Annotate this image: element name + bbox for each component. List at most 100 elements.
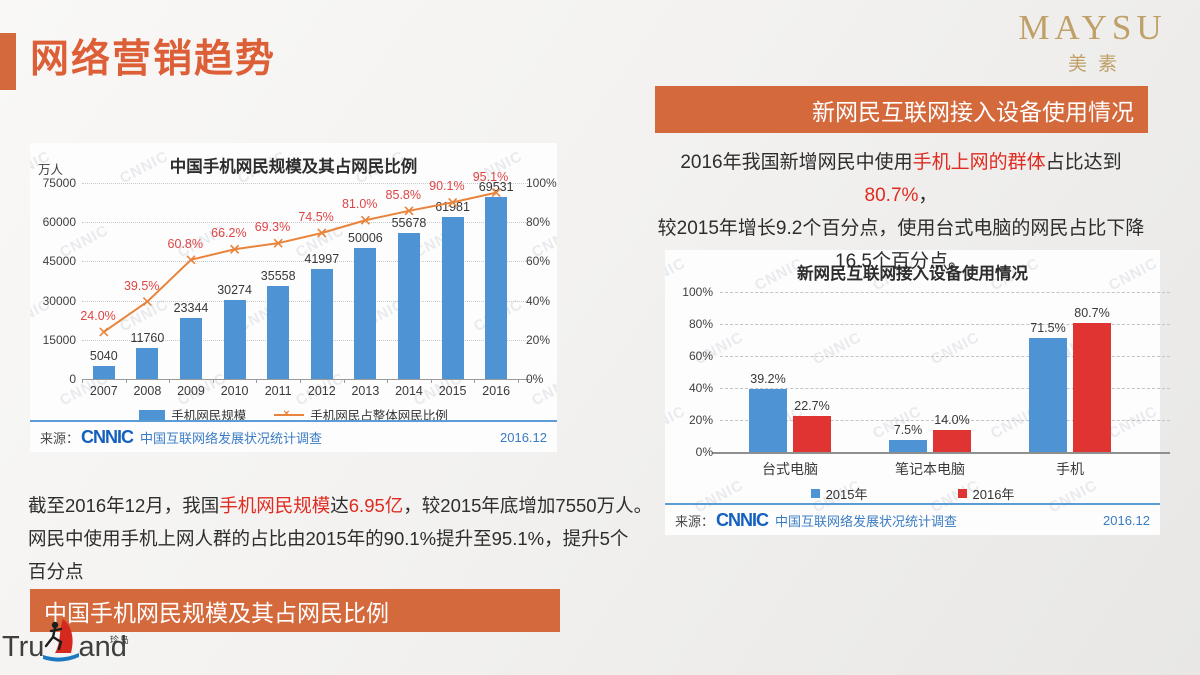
text-segment: 网民中使用手机上网人群的占比由2015年的90.1%提升至95.1%，提升5个 — [28, 528, 629, 549]
brand-name-en: MAYSU — [1018, 8, 1167, 47]
x-axis-label: 2016 — [482, 384, 511, 398]
line-point-label: 95.1% — [472, 169, 509, 184]
bar-value-label: 39.2% — [750, 372, 786, 387]
gridline — [82, 379, 530, 380]
legend-label: 2016年 — [972, 487, 1015, 502]
axis-tick-mark — [82, 379, 83, 383]
bar-value-label: 71.5% — [1030, 320, 1066, 335]
bar — [749, 389, 787, 452]
axis-tick-mark — [474, 379, 476, 383]
right-axis-tick: 40% — [526, 293, 551, 308]
source-label: 来源： — [40, 430, 80, 446]
gridline — [720, 388, 1170, 389]
axis-tick-mark — [430, 379, 432, 383]
y-axis-tick: 80% — [688, 317, 713, 331]
bar-value-label: 14.0% — [934, 412, 970, 427]
chart-legend: 手机网民规模 × 手机网民占整体网民比例 — [30, 405, 557, 424]
series-swatch — [957, 489, 967, 498]
text-segment: 80.7% — [864, 185, 919, 206]
bar — [223, 299, 246, 379]
legend-item-line: × 手机网民占整体网民比例 — [274, 405, 448, 424]
legend-item-bar: 手机网民规模 — [139, 405, 246, 424]
trueland-logo: Tru and 珍岛 — [2, 616, 129, 667]
bar-value-label: 55678 — [391, 216, 427, 231]
bar — [180, 317, 202, 379]
y-axis-tick: 15000 — [42, 332, 76, 347]
x-axis-label: 2008 — [133, 384, 162, 398]
bar — [354, 248, 377, 379]
x-axis-label: 笔记本电脑 — [895, 461, 965, 477]
bar — [92, 365, 115, 379]
x-axis-label: 2012 — [307, 384, 336, 398]
gridline — [82, 339, 530, 341]
x-axis-label: 手机 — [1056, 461, 1084, 477]
chart-source-row: 来源： CNNIC 中国互联网络发展状况统计调查 2016.12 — [30, 420, 557, 452]
y-axis-tick: 60000 — [42, 215, 76, 230]
bar — [136, 348, 159, 379]
x-axis-label: 台式电脑 — [762, 461, 818, 477]
trueland-text-prefix: Tru — [2, 631, 45, 663]
text-segment: 截至2016年12月，我国 — [28, 495, 220, 516]
axis-tick-mark — [169, 379, 171, 383]
y-axis-tick: 40% — [688, 381, 713, 395]
trueland-sail-icon — [42, 616, 80, 667]
chart-legend: 2015年 2016年 — [665, 484, 1160, 503]
x-axis-label: 2014 — [395, 384, 423, 398]
source-label: 来源： — [675, 513, 715, 529]
axis-tick-mark — [125, 379, 127, 383]
y-axis-tick: 0% — [695, 445, 713, 459]
right-axis-tick: 20% — [526, 332, 551, 347]
cnnic-logo: CNNIC — [81, 426, 134, 447]
bar — [398, 233, 420, 379]
bar-swatch — [139, 409, 166, 420]
bar — [267, 286, 290, 379]
x-axis-label: 2013 — [351, 384, 380, 398]
right-axis-tick: 60% — [526, 254, 551, 269]
bar-value-label: 22.7% — [794, 398, 830, 413]
y-axis-tick: 20% — [688, 413, 713, 427]
text-segment: 16.5个百分点。 — [835, 251, 967, 272]
gridline — [720, 356, 1170, 357]
legend-label: 手机网民占整体网民比例 — [310, 409, 448, 423]
bar-value-label: 41997 — [304, 252, 340, 267]
bar-value-label: 61981 — [435, 200, 470, 215]
source-date: 2016.12 — [500, 429, 547, 445]
bar — [889, 440, 927, 452]
bar — [485, 197, 508, 379]
device-usage-chart: CNNIC CNNIC CNNIC CNNIC CNNIC CNNIC CNNIC CNNIC… — [665, 250, 1170, 535]
text-segment: 达 — [330, 495, 349, 516]
watermark-text: CNNIC — [928, 328, 983, 369]
x-axis-label: 2015 — [438, 384, 467, 398]
bar — [933, 429, 971, 452]
bar — [1073, 322, 1111, 452]
bar-value-label: 23344 — [173, 300, 209, 315]
legend-item: 2016年 — [957, 484, 1015, 503]
line-swatch: × — [274, 408, 305, 421]
axis-tick-mark — [518, 379, 519, 383]
watermark-text: CNNIC — [810, 328, 865, 369]
watermark-text: CNNIC — [1106, 402, 1160, 443]
bar-value-label: 5040 — [89, 348, 118, 363]
line-point-label: 24.0% — [80, 308, 116, 323]
bar-value-label: 11760 — [130, 331, 165, 346]
gridline — [720, 420, 1170, 421]
left-section-banner: 中国手机网民规模及其占网民比例 — [30, 589, 560, 632]
axis-tick-mark — [256, 379, 258, 383]
right-axis-tick: 0% — [526, 372, 544, 386]
title-accent-bar — [0, 33, 16, 90]
y-axis-unit-label: 万人 — [38, 163, 64, 177]
legend-item: 2015年 — [810, 484, 868, 503]
axis-tick-mark — [300, 379, 301, 383]
axis-tick-mark — [343, 379, 345, 383]
legend-label: 手机网民规模 — [171, 409, 247, 423]
line-point-label: 74.5% — [298, 209, 334, 224]
axis-tick-mark — [387, 379, 389, 383]
axis-tick-mark — [212, 379, 214, 383]
cnnic-logo: CNNIC — [716, 509, 769, 530]
bar — [310, 269, 333, 379]
right-axis-tick: 80% — [526, 215, 551, 230]
y-axis-tick: 60% — [688, 349, 713, 363]
x-axis-label: 2007 — [89, 384, 118, 398]
series-swatch — [810, 489, 820, 498]
